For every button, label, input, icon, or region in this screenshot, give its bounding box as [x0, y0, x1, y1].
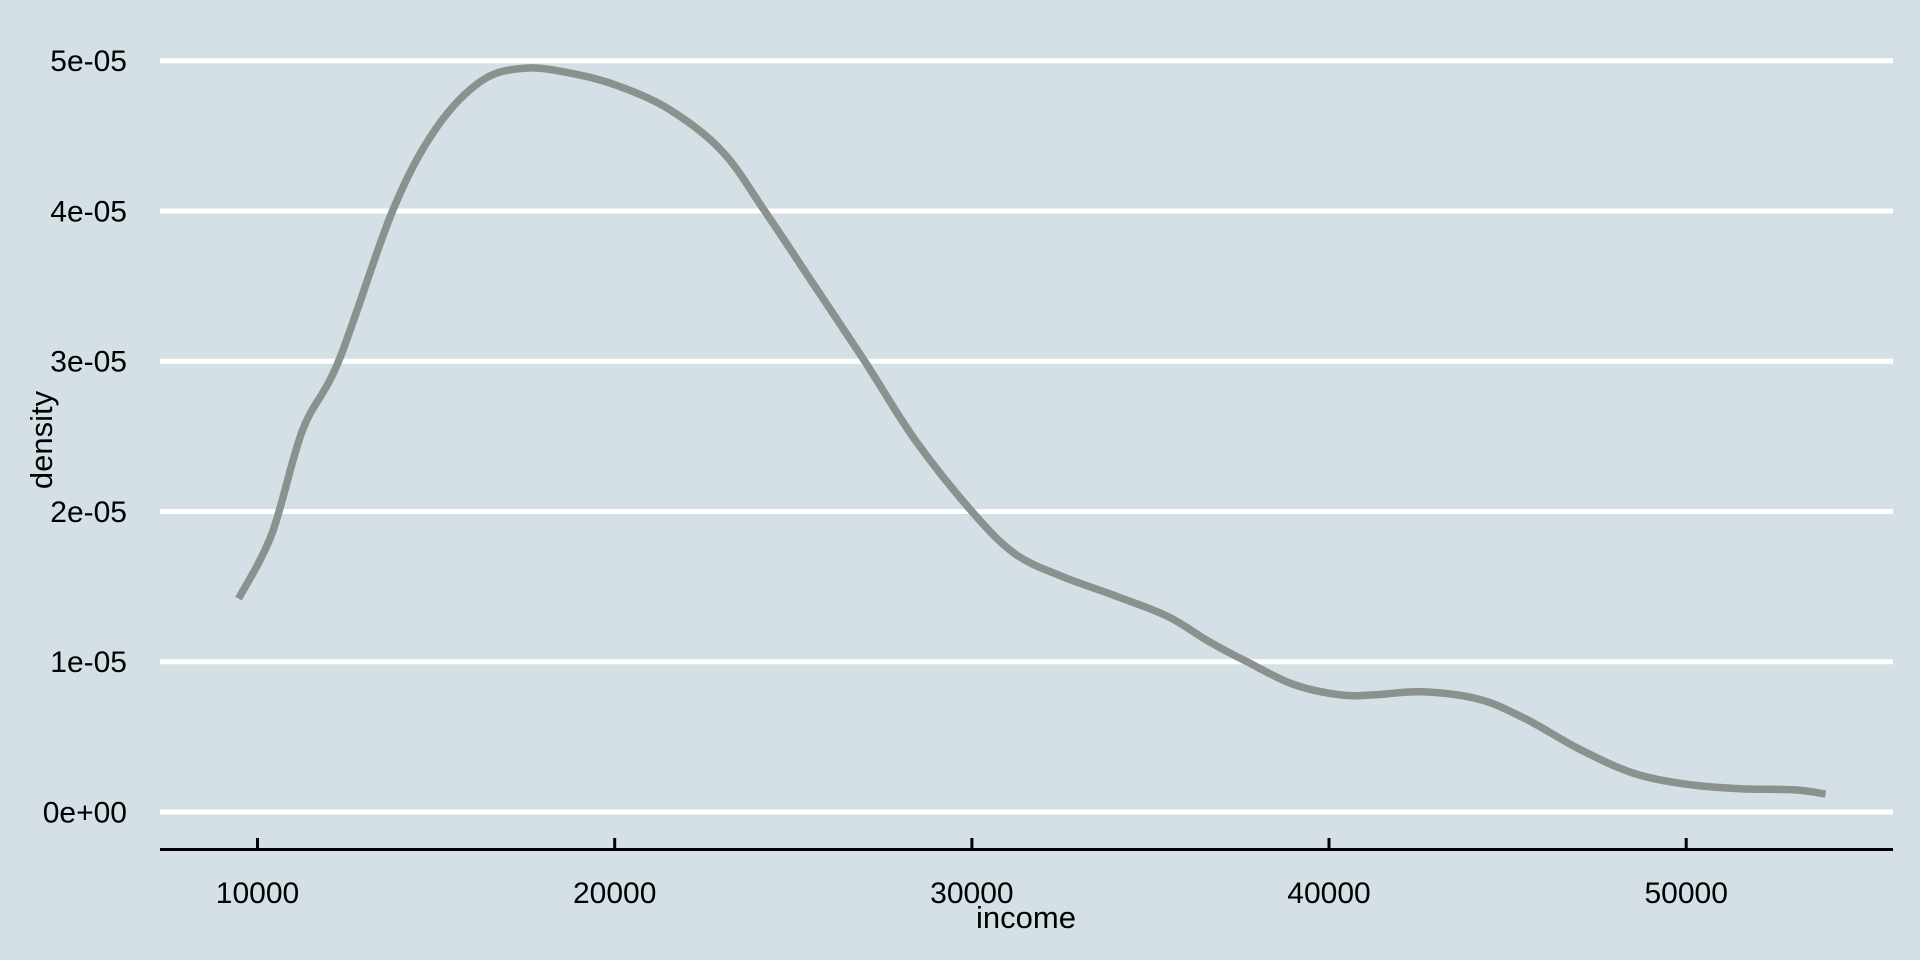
x-tick-label: 30000: [930, 877, 1013, 910]
x-axis-title: income: [976, 900, 1076, 935]
x-tick-label: 20000: [573, 877, 656, 910]
y-tick-label: 1e-05: [50, 646, 127, 679]
x-tick-label: 50000: [1644, 877, 1727, 910]
y-tick-label: 3e-05: [50, 346, 127, 379]
gridlines-group: [160, 58, 1893, 815]
y-axis-title: density: [24, 390, 59, 489]
y-tick-label: 5e-05: [50, 45, 127, 78]
x-tick-label: 10000: [216, 877, 299, 910]
y-tick-label: 0e+00: [43, 797, 127, 830]
labels-group: income density 10000 20000 30000 40000 50000…: [24, 45, 1728, 935]
density-curve: [235, 64, 1827, 798]
axis-group: [160, 838, 1893, 851]
y-tick-label: 4e-05: [50, 196, 127, 229]
curve-group: [235, 64, 1827, 798]
x-tick-label: 40000: [1287, 877, 1370, 910]
y-tick-label: 2e-05: [50, 496, 127, 529]
